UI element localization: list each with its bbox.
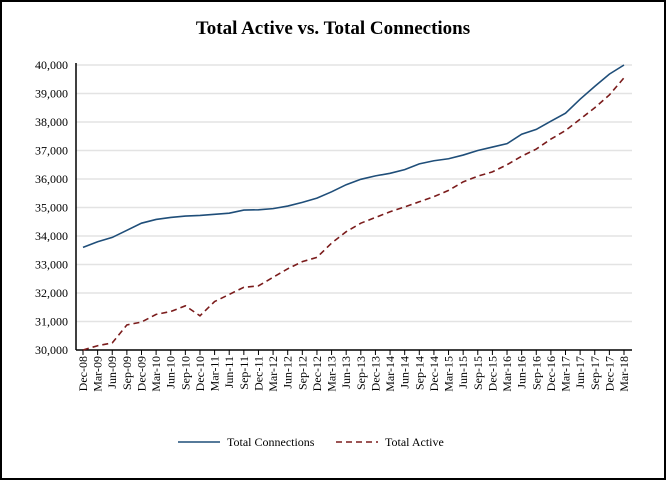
x-tick-label: Sep-17 xyxy=(588,356,602,390)
x-tick-label: Dec-13 xyxy=(368,356,382,391)
x-tick-label: Dec-11 xyxy=(251,356,265,391)
x-tick-label: Jun-10 xyxy=(164,356,178,389)
x-tick-label: Sep-15 xyxy=(471,356,485,390)
x-tick-label: Mar-10 xyxy=(149,356,163,392)
y-tick-label: 40,000 xyxy=(35,58,68,72)
x-tick-label: Sep-13 xyxy=(354,356,368,390)
x-tick-label: Dec-17 xyxy=(602,356,616,391)
x-tick-label: Mar-09 xyxy=(91,356,105,392)
legend-label: Total Connections xyxy=(227,435,315,449)
x-tick-label: Mar-15 xyxy=(442,356,456,392)
x-tick-label: Mar-13 xyxy=(325,356,339,392)
y-tick-label: 31,000 xyxy=(35,315,68,329)
x-tick-label: Dec-15 xyxy=(485,356,499,391)
chart-title: Total Active vs. Total Connections xyxy=(195,18,471,39)
x-tick-label: Mar-17 xyxy=(559,356,573,392)
x-tick-label: Jun-14 xyxy=(398,356,412,389)
y-tick-label: 38,000 xyxy=(35,115,68,129)
x-tick-label: Sep-10 xyxy=(178,356,192,390)
x-tick-label: Jun-13 xyxy=(339,356,353,389)
y-tick-label: 34,000 xyxy=(35,229,68,243)
x-tick-label: Dec-10 xyxy=(193,356,207,391)
x-tick-label: Jun-11 xyxy=(222,356,236,388)
x-tick-label: Sep-09 xyxy=(120,356,134,390)
x-tick-label: Dec-08 xyxy=(76,356,90,391)
y-tick-label: 32,000 xyxy=(35,286,68,300)
x-tick-label: Sep-16 xyxy=(529,356,543,390)
x-tick-label: Jun-17 xyxy=(573,356,587,389)
y-tick-label: 36,000 xyxy=(35,172,68,186)
x-tick-label: Dec-16 xyxy=(544,356,558,391)
y-tick-label: 39,000 xyxy=(35,87,68,101)
y-tick-label: 35,000 xyxy=(35,201,68,215)
series-line-total-active xyxy=(82,77,625,351)
legend-label: Total Active xyxy=(385,435,444,449)
x-tick-label: Dec-12 xyxy=(310,356,324,391)
x-tick-label: Mar-12 xyxy=(266,356,280,392)
x-tick-label: Mar-14 xyxy=(383,356,397,392)
x-tick-label: Mar-18 xyxy=(617,356,631,392)
x-tick-label: Sep-12 xyxy=(295,356,309,390)
x-tick-label: Jun-12 xyxy=(281,356,295,389)
series-line-total-connections xyxy=(82,64,625,249)
x-tick-label: Dec-14 xyxy=(427,356,441,391)
y-tick-label: 33,000 xyxy=(35,258,68,272)
y-tick-label: 30,000 xyxy=(35,343,68,357)
y-tick-label: 37,000 xyxy=(35,144,68,158)
x-tick-label: Sep-14 xyxy=(412,356,426,390)
x-tick-label: Jun-09 xyxy=(105,356,119,389)
x-tick-label: Dec-09 xyxy=(134,356,148,391)
x-tick-label: Jun-15 xyxy=(456,356,470,389)
x-tick-label: Mar-11 xyxy=(208,356,222,391)
x-tick-label: Mar-16 xyxy=(500,356,514,392)
x-tick-label: Sep-11 xyxy=(237,356,251,390)
x-tick-label: Jun-16 xyxy=(515,356,529,389)
